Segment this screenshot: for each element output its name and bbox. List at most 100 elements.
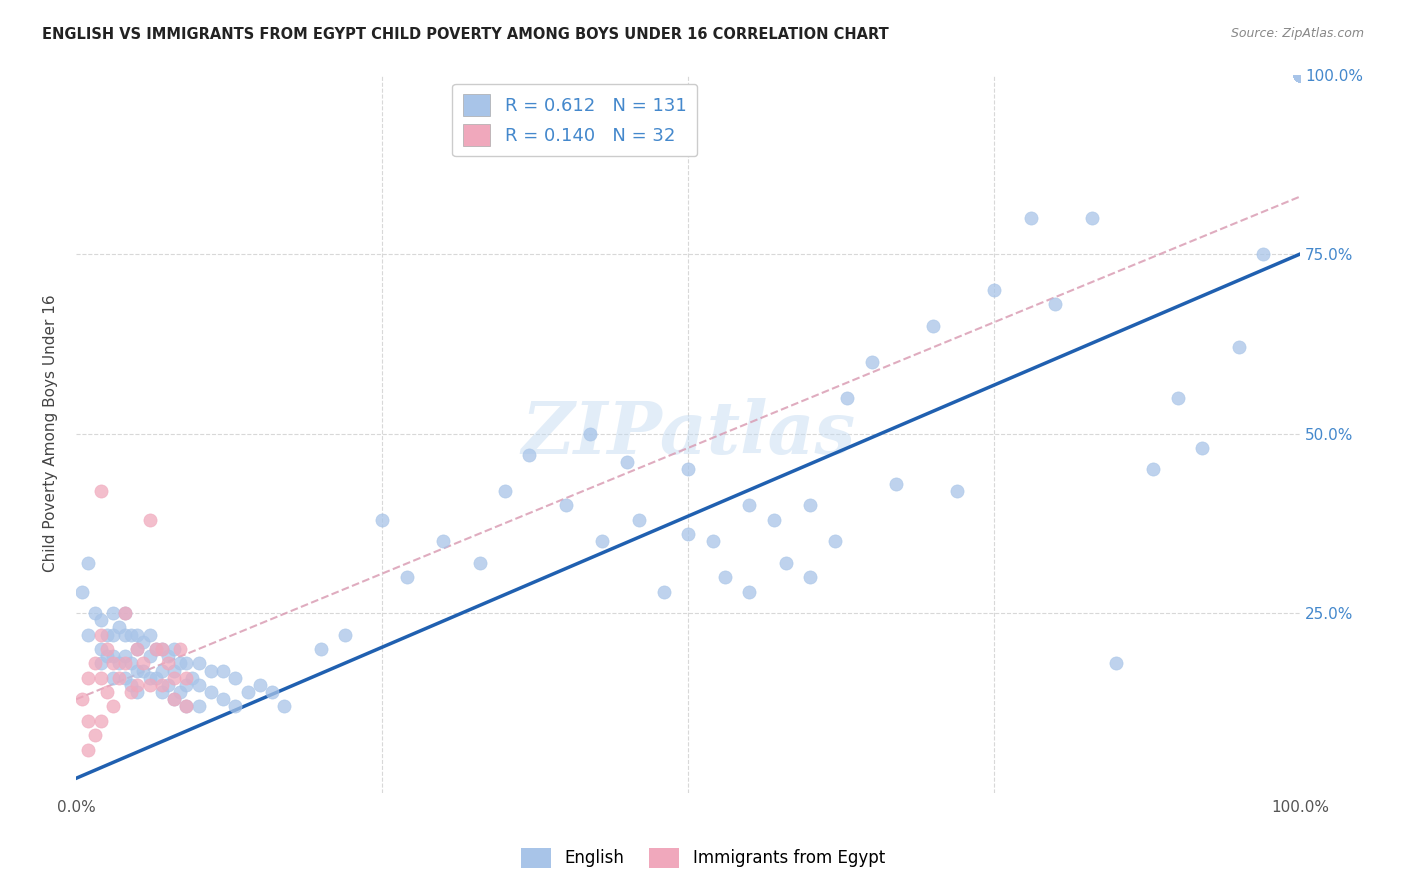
Legend: R = 0.612   N = 131, R = 0.140   N = 32: R = 0.612 N = 131, R = 0.140 N = 32: [453, 84, 697, 156]
Point: [127, 678, 149, 692]
Point: [114, 671, 136, 685]
Point: [138, 678, 160, 692]
Point: [83, 657, 105, 671]
Point: [72, 584, 94, 599]
Point: [884, 476, 907, 491]
Point: [335, 627, 357, 641]
Point: [156, 678, 179, 692]
Point: [90, 613, 112, 627]
Point: [83, 728, 105, 742]
Text: Source: ZipAtlas.com: Source: ZipAtlas.com: [1230, 27, 1364, 40]
Point: [1289, 68, 1312, 82]
Point: [1289, 68, 1312, 82]
Y-axis label: Child Poverty Among Boys Under 16: Child Poverty Among Boys Under 16: [44, 294, 58, 573]
Point: [132, 664, 155, 678]
Point: [77, 742, 100, 756]
Point: [127, 642, 149, 657]
Point: [517, 448, 540, 462]
Point: [200, 664, 222, 678]
Point: [860, 355, 883, 369]
Point: [150, 685, 173, 699]
Point: [150, 642, 173, 657]
Point: [132, 657, 155, 671]
Point: [1289, 68, 1312, 82]
Point: [1289, 68, 1312, 82]
Point: [579, 426, 602, 441]
Point: [1289, 68, 1312, 82]
Point: [652, 584, 675, 599]
Point: [921, 318, 943, 333]
Point: [762, 513, 785, 527]
Point: [1105, 657, 1128, 671]
Point: [120, 678, 142, 692]
Point: [169, 657, 191, 671]
Point: [176, 657, 198, 671]
Point: [114, 657, 136, 671]
Point: [145, 671, 167, 685]
Point: [187, 699, 209, 714]
Point: [169, 685, 191, 699]
Point: [1289, 68, 1312, 82]
Point: [96, 649, 118, 664]
Point: [1227, 340, 1250, 354]
Point: [1289, 68, 1312, 82]
Point: [150, 664, 173, 678]
Point: [108, 657, 131, 671]
Point: [96, 627, 118, 641]
Point: [1289, 68, 1312, 82]
Point: [1289, 68, 1312, 82]
Point: [77, 627, 100, 641]
Point: [775, 556, 797, 570]
Point: [101, 649, 124, 664]
Point: [77, 714, 100, 728]
Point: [714, 570, 737, 584]
Point: [1253, 247, 1275, 261]
Point: [132, 635, 155, 649]
Point: [156, 649, 179, 664]
Point: [628, 513, 651, 527]
Point: [738, 499, 761, 513]
Point: [77, 671, 100, 685]
Point: [1289, 68, 1312, 82]
Point: [176, 678, 198, 692]
Point: [120, 657, 142, 671]
Point: [90, 671, 112, 685]
Point: [163, 671, 186, 685]
Point: [371, 513, 394, 527]
Point: [554, 499, 576, 513]
Point: [1289, 68, 1312, 82]
Point: [837, 391, 859, 405]
Point: [1019, 211, 1042, 226]
Point: [83, 606, 105, 620]
Point: [799, 570, 821, 584]
Point: [1289, 68, 1312, 82]
Point: [676, 527, 699, 541]
Point: [799, 499, 821, 513]
Point: [591, 534, 613, 549]
Point: [96, 685, 118, 699]
Point: [1191, 441, 1213, 455]
Point: [1289, 68, 1312, 82]
Point: [138, 649, 160, 664]
Point: [1289, 68, 1312, 82]
Point: [432, 534, 454, 549]
Point: [1167, 391, 1189, 405]
Point: [90, 627, 112, 641]
Point: [163, 692, 186, 706]
Point: [127, 642, 149, 657]
Point: [468, 556, 491, 570]
Point: [163, 664, 186, 678]
Point: [169, 642, 191, 657]
Point: [77, 556, 100, 570]
Point: [114, 606, 136, 620]
Point: [1289, 68, 1312, 82]
Point: [114, 606, 136, 620]
Point: [101, 657, 124, 671]
Point: [90, 483, 112, 498]
Point: [249, 678, 271, 692]
Point: [702, 534, 724, 549]
Point: [1289, 68, 1312, 82]
Point: [150, 678, 173, 692]
Text: ZIPatlas: ZIPatlas: [522, 398, 855, 469]
Point: [150, 642, 173, 657]
